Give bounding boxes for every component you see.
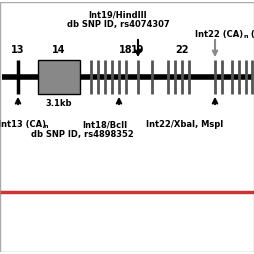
Text: Int22 (CA): Int22 (CA)	[195, 30, 243, 39]
Text: Int19/HindIII: Int19/HindIII	[89, 10, 147, 19]
Text: 19: 19	[131, 45, 145, 55]
Text: Int18/BclI: Int18/BclI	[83, 120, 128, 129]
Bar	[38, 60, 80, 94]
Text: Int13 (CA): Int13 (CA)	[0, 120, 46, 129]
Text: n: n	[44, 124, 49, 129]
Text: Int22/XbaI, MspI: Int22/XbaI, MspI	[146, 120, 224, 129]
Text: 18: 18	[119, 45, 133, 55]
Text: 13: 13	[11, 45, 25, 55]
Text: (CA: (CA	[248, 30, 254, 39]
Text: 22: 22	[175, 45, 189, 55]
Text: 14: 14	[52, 45, 66, 55]
Text: n: n	[243, 34, 247, 39]
Text: db SNP ID, rs4074307: db SNP ID, rs4074307	[67, 20, 169, 29]
Text: 3.1kb: 3.1kb	[46, 99, 72, 108]
Text: db SNP ID, rs4898352: db SNP ID, rs4898352	[31, 130, 133, 139]
